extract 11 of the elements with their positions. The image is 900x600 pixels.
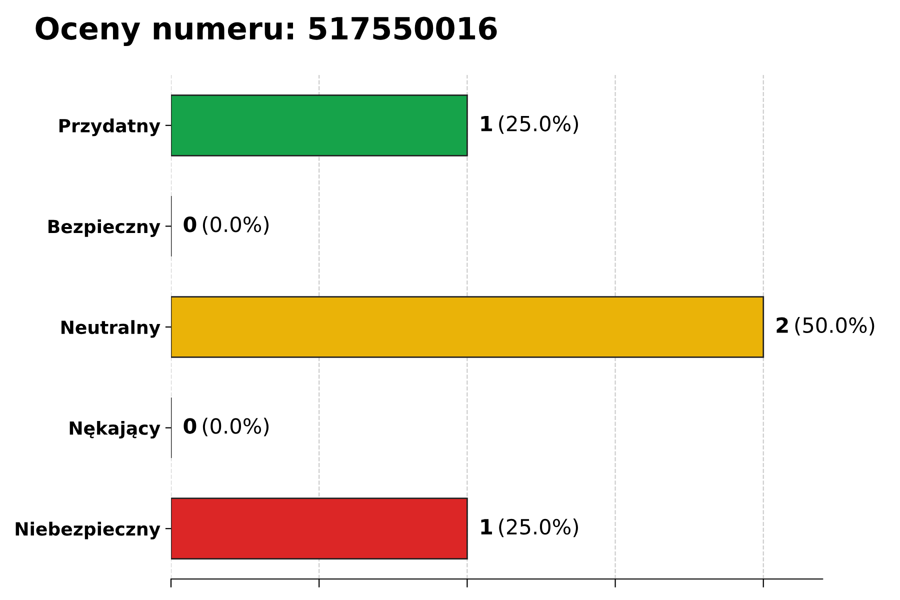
y-tick-label: Nękający [70,420,160,439]
data-label: 0 (0.0%) [184,418,269,436]
data-label: 2 (50.0%) [776,316,874,336]
y-tick-label: Neutralny [62,320,160,338]
data-label: 1 (25.0%) [481,518,578,538]
data-label: 0 (0.0%) [184,216,269,235]
data-label: 1 (25.0%) [481,115,578,134]
y-tick-label: Niebezpieczny [16,522,160,540]
y-tick-label: Bezpieczny [48,219,160,237]
chart-title: Oceny numeru: 517550016 [36,16,497,46]
y-tick-label: Przydatny [59,118,160,136]
